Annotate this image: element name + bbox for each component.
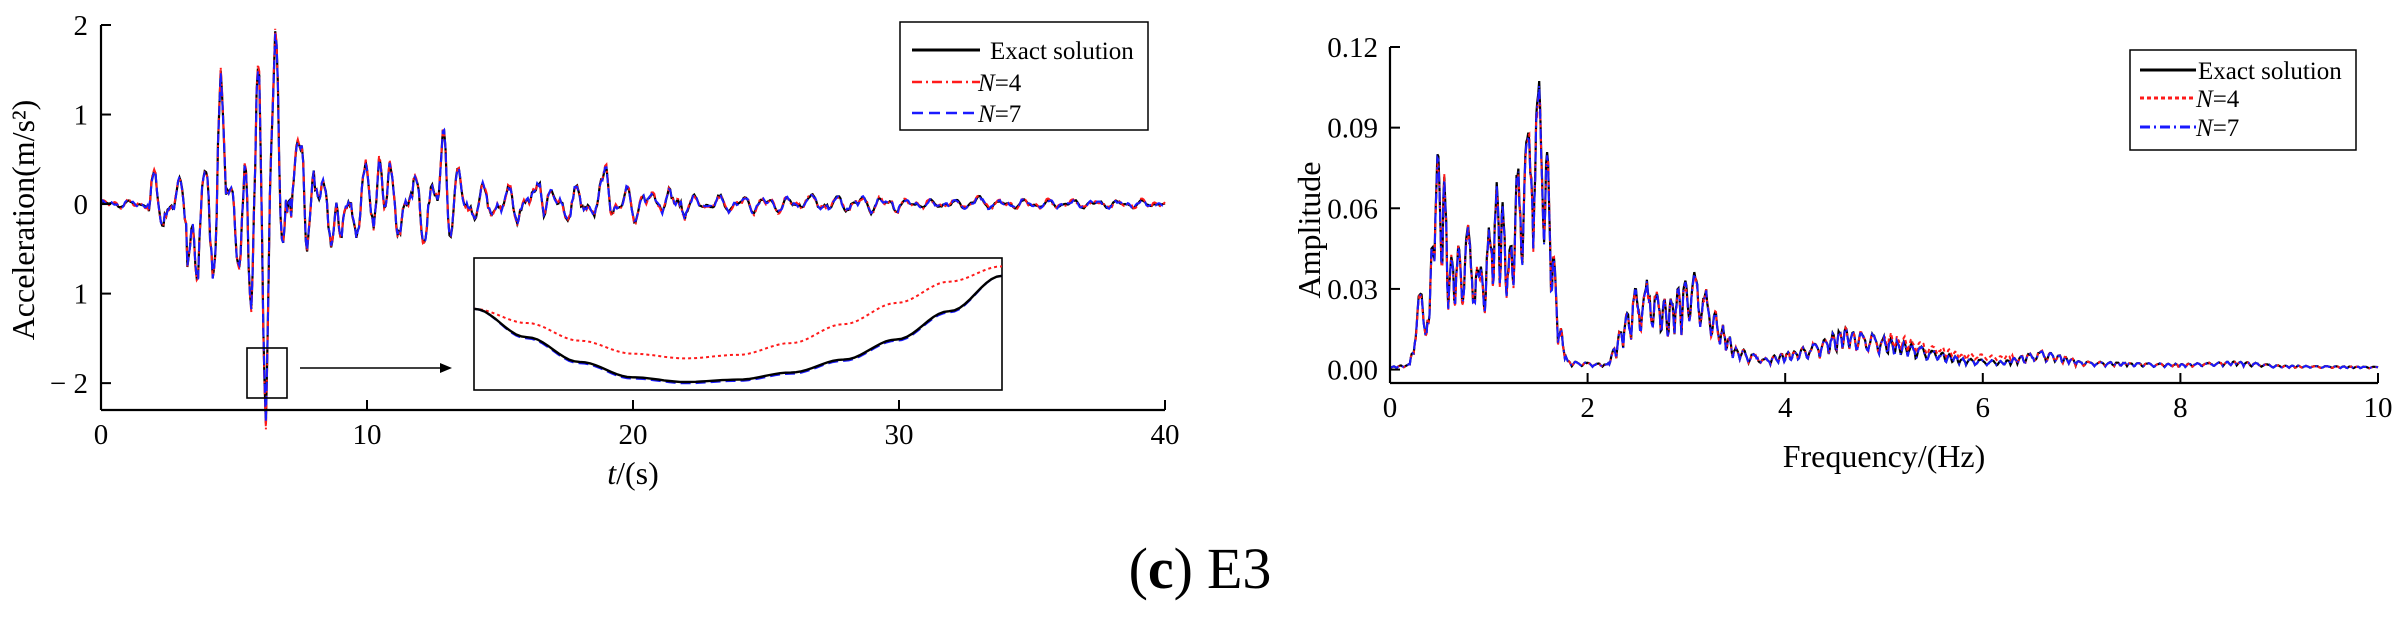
zoom-source-box — [246, 347, 288, 399]
left-x-tick-label: 10 — [353, 419, 382, 451]
right-legend-box — [2129, 49, 2357, 151]
left-x-tick-label: 40 — [1151, 419, 1180, 451]
right-x-tick-label: 4 — [1778, 392, 1793, 424]
left-legend-label-exact: Exact solution — [990, 38, 1134, 65]
right-y-tick-label: 0.03 — [1327, 274, 1378, 306]
left-y-tick-label: 1 — [74, 279, 89, 311]
left-legend: Exact solution N=4 N=7 — [899, 21, 1149, 131]
left-legend-label-n7: N=7 — [977, 101, 1021, 128]
left-y-tick-label: 1 — [74, 100, 89, 132]
left-x-axis-title: t/(s) — [607, 455, 659, 491]
right-series-group — [1389, 81, 2379, 370]
left-series-group — [100, 28, 1166, 430]
right-y-axis-title: Amplitude — [1291, 162, 1327, 299]
left-x-axis-title-rest: /(s) — [616, 455, 659, 491]
right-y-tick-label: 0.06 — [1327, 193, 1378, 225]
right-series-n7 — [1389, 85, 2379, 370]
right-chart: 0 2 4 6 8 10 0.00 0.03 0.06 0.09 0.12 Amplitude Fr… — [1291, 32, 2393, 474]
left-x-axis-title-italic: t — [607, 455, 617, 491]
right-legend-label-exact: Exact solution — [2198, 58, 2342, 85]
right-x-tick-label: 2 — [1580, 392, 1595, 424]
left-y-tick-label: 2 — [74, 10, 89, 42]
right-y-tick-label: 0.12 — [1327, 32, 1378, 64]
zoom-arrow-head — [440, 363, 452, 373]
right-x-tick-label: 10 — [2364, 392, 2393, 424]
right-y-tick-label: 0.00 — [1327, 355, 1378, 387]
zoom-inset-series — [473, 265, 1003, 385]
right-x-axis-title: Frequency/(Hz) — [1783, 438, 1986, 474]
left-x-tick-label: 30 — [885, 419, 914, 451]
right-y-tick-label: 0.09 — [1327, 113, 1378, 145]
inset-series-n4 — [473, 265, 1003, 360]
right-x-tick-label: 8 — [2173, 392, 2188, 424]
right-legend-label-n4: N=4 — [2195, 86, 2240, 113]
right-ticks: 0 2 4 6 8 10 0.00 0.03 0.06 0.09 0.12 — [1327, 32, 2392, 424]
left-y-axis-title: Acceleration(m/s²) — [5, 100, 41, 341]
zoom-inset — [473, 257, 1003, 391]
zoom-inset-frame — [473, 257, 1003, 391]
left-series-n7 — [100, 33, 1166, 423]
left-legend-label-n4: N=4 — [977, 70, 1022, 97]
inset-series-exact — [473, 274, 1003, 384]
left-legend-box — [899, 21, 1149, 131]
figure-caption: (c) E3 — [1129, 536, 1272, 601]
left-x-tick-label: 20 — [619, 419, 648, 451]
left-y-tick-label: − 2 — [50, 368, 88, 400]
right-x-tick-label: 0 — [1383, 392, 1398, 424]
left-y-tick-label: 0 — [74, 189, 89, 221]
right-legend: Exact solution N=4 N=7 — [2129, 49, 2357, 151]
right-legend-label-n7: N=7 — [2195, 115, 2239, 142]
left-x-tick-label: 0 — [94, 419, 109, 451]
left-series-n4 — [100, 28, 1166, 430]
right-x-tick-label: 6 — [1976, 392, 1991, 424]
